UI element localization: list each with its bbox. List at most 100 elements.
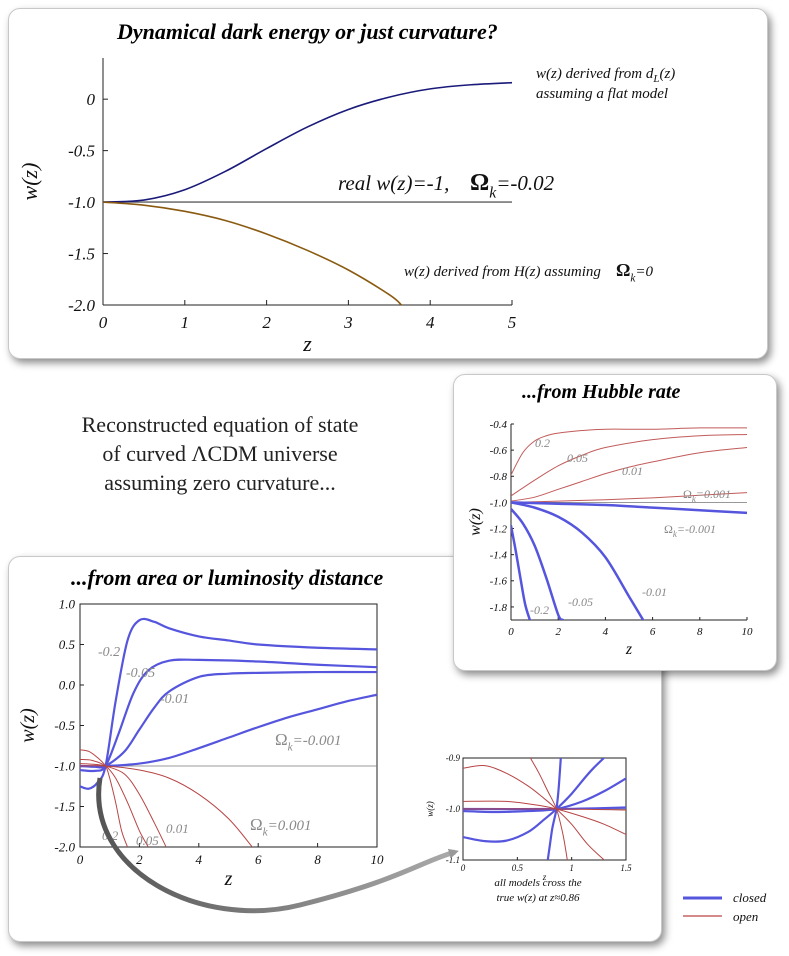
series-group — [511, 427, 747, 620]
label-hub-005: 0.05 — [567, 451, 588, 465]
series-line-0-01 — [511, 447, 747, 502]
label-hub-001: 0.01 — [622, 464, 643, 478]
y-tick-label: -1.0 — [54, 759, 75, 774]
y-axis-label: w(z) — [17, 163, 42, 201]
chart-dark-energy: 0 1 2 3 4 5 0 -0.5 -1.0 -1.5 -2.0 z w(z) w(z) derived… — [17, 58, 675, 356]
x-tick-label: 1.5 — [620, 863, 632, 873]
label-lum-n02: -0.2 — [98, 645, 120, 660]
label-hub-neg: Ωk=-0.001 — [664, 522, 716, 539]
label-lum-p001: 0.01 — [166, 821, 189, 836]
x-tick-label: 8 — [314, 852, 321, 867]
series-line-0-05 — [80, 759, 149, 847]
label-lum-n001: -0.01 — [160, 692, 189, 707]
series-line--0-05 — [511, 507, 565, 620]
x-tick-label: 3 — [343, 313, 353, 332]
label-hub-02: 0.2 — [535, 436, 550, 450]
label-h-omega: Ωk=0 — [616, 260, 654, 284]
series-line-0-01 — [80, 763, 167, 847]
y-tick-label: -1.8 — [490, 602, 508, 614]
y-tick-label: -1.0 — [490, 497, 508, 509]
label-lum-neg: Ωk=-0.001 — [275, 730, 342, 753]
y-tick-label: -0.5 — [68, 142, 95, 161]
label-h-omega-text: Ωk=0 — [616, 260, 654, 284]
series-line--0-2 — [511, 524, 532, 620]
label-real-omega-text: Ωk=-0.02 — [470, 170, 555, 201]
y-tick-label: 0 — [87, 90, 96, 109]
series-line--k-0-001 — [511, 501, 747, 515]
label-lum-n005: -0.05 — [126, 666, 155, 681]
series-line-open-0-05 — [463, 764, 605, 860]
x-tick-label: 5 — [508, 313, 517, 332]
y-tick-label: -1.4 — [490, 550, 508, 562]
x-tick-label: 0 — [77, 852, 84, 867]
legend: closed open — [683, 890, 767, 924]
x-tick-label: 4 — [603, 626, 609, 638]
label-lum-neg-text: Ωk=-0.001 — [275, 730, 342, 753]
chart-hubble: 0 2 4 6 8 10 -0.4 -0.6 -0.8 -1.0 -1.2 -1.4 -1.6 -1.8 z… — [467, 419, 753, 658]
series-line-0-05 — [511, 433, 747, 497]
label-lum-pos-text: Ωk=0.001 — [250, 815, 312, 838]
x-tick-label: 6 — [650, 626, 656, 638]
x-axis-label: z — [224, 868, 233, 890]
x-axis-label: z — [542, 872, 547, 882]
x-tick-label: 6 — [255, 852, 262, 867]
label-lum-p005: 0.05 — [136, 833, 159, 848]
y-tick-label: -1.5 — [54, 799, 75, 814]
label-hub-n001: -0.01 — [642, 585, 667, 599]
series-line--0-2 — [80, 617, 377, 790]
series-line-closed-0-05 — [463, 758, 606, 843]
x-tick-label: 0 — [461, 863, 466, 873]
y-tick-label: -0.5 — [54, 718, 75, 733]
series-line-open-0-001 — [463, 808, 626, 811]
series-line--0-05 — [80, 658, 377, 773]
series-group — [463, 758, 626, 860]
y-tick-label: -0.8 — [490, 471, 508, 483]
panel-hubble-rate: ...from Hubble rate — [453, 374, 777, 671]
series-line-w-z-derived-from-h-z-assuming-k-0 — [103, 201, 403, 305]
y-tick-label: -1.0 — [68, 193, 95, 212]
center-line-3: assuming zero curvature... — [104, 470, 336, 495]
chart-zoom: 0 0.5 1 1.5 -0.9 -1.0 -1.1 z w(z) all models cros… — [425, 753, 632, 904]
label-hub-pos-text: Ωk=0.001 — [683, 487, 731, 504]
series-line-open-0-2 — [529, 758, 568, 860]
x-tick-label: 2 — [555, 626, 561, 638]
series-line-open-0-01 — [463, 800, 626, 835]
center-line-1: Reconstructed equation of state — [81, 412, 359, 437]
y-tick-label: -2.0 — [68, 296, 95, 315]
y-tick-label: -1.5 — [68, 244, 95, 263]
panel1-title: Dynamical dark energy or just curvature? — [117, 19, 498, 44]
label-dl-derived: w(z) derived from dL(z) — [536, 66, 675, 85]
label-lum-pos: Ωk=0.001 — [250, 815, 312, 838]
label-real-omega: Ωk=-0.02 — [470, 170, 555, 201]
label-hub-n02: -0.2 — [530, 603, 549, 617]
series-line-closed-0-2 — [546, 758, 562, 860]
x-tick-label: 10 — [742, 626, 754, 638]
panel-dark-energy: Dynamical dark energy or just curvature? — [8, 8, 768, 359]
series-line--k-0-001 — [511, 492, 747, 503]
y-axis-label: w(z) — [425, 801, 435, 817]
x-tick-label: 4 — [426, 313, 435, 332]
zoom-caption-1: all models cross the — [494, 877, 581, 889]
y-tick-label: -0.6 — [490, 445, 508, 457]
x-tick-label: 8 — [697, 626, 703, 638]
series-line-0-2 — [511, 427, 747, 476]
label-h-derived: w(z) derived from H(z) assuming — [404, 264, 601, 280]
y-axis-label: w(z) — [467, 508, 484, 536]
series-line-w-z-derived-from-d-l-z-assuming-a-flat-model — [103, 81, 512, 203]
y-tick-label: -1.2 — [490, 523, 508, 535]
x-tick-label: 2 — [136, 852, 143, 867]
x-axis-label: z — [302, 331, 312, 356]
series-line--k-0-001 — [80, 765, 253, 847]
y-tick-label: 0.0 — [59, 678, 76, 693]
chart-luminosity: 0 2 4 6 8 10 1.0 0.5 0.0 -0.5 -1.0 -1.5 -2.0 z w(z) -0.… — [17, 597, 384, 890]
series-line--k-0-001 — [80, 693, 377, 768]
label-real-w: real w(z)=-1, — [338, 171, 449, 195]
y-tick-label: -2.0 — [54, 840, 75, 855]
series-group — [103, 81, 512, 305]
x-tick-label: 0 — [508, 626, 514, 638]
y-tick-label: -0.4 — [490, 419, 508, 431]
x-tick-label: 10 — [371, 852, 385, 867]
panel3-title: ...from area or luminosity distance — [71, 565, 384, 590]
x-axis-label: z — [625, 641, 633, 658]
